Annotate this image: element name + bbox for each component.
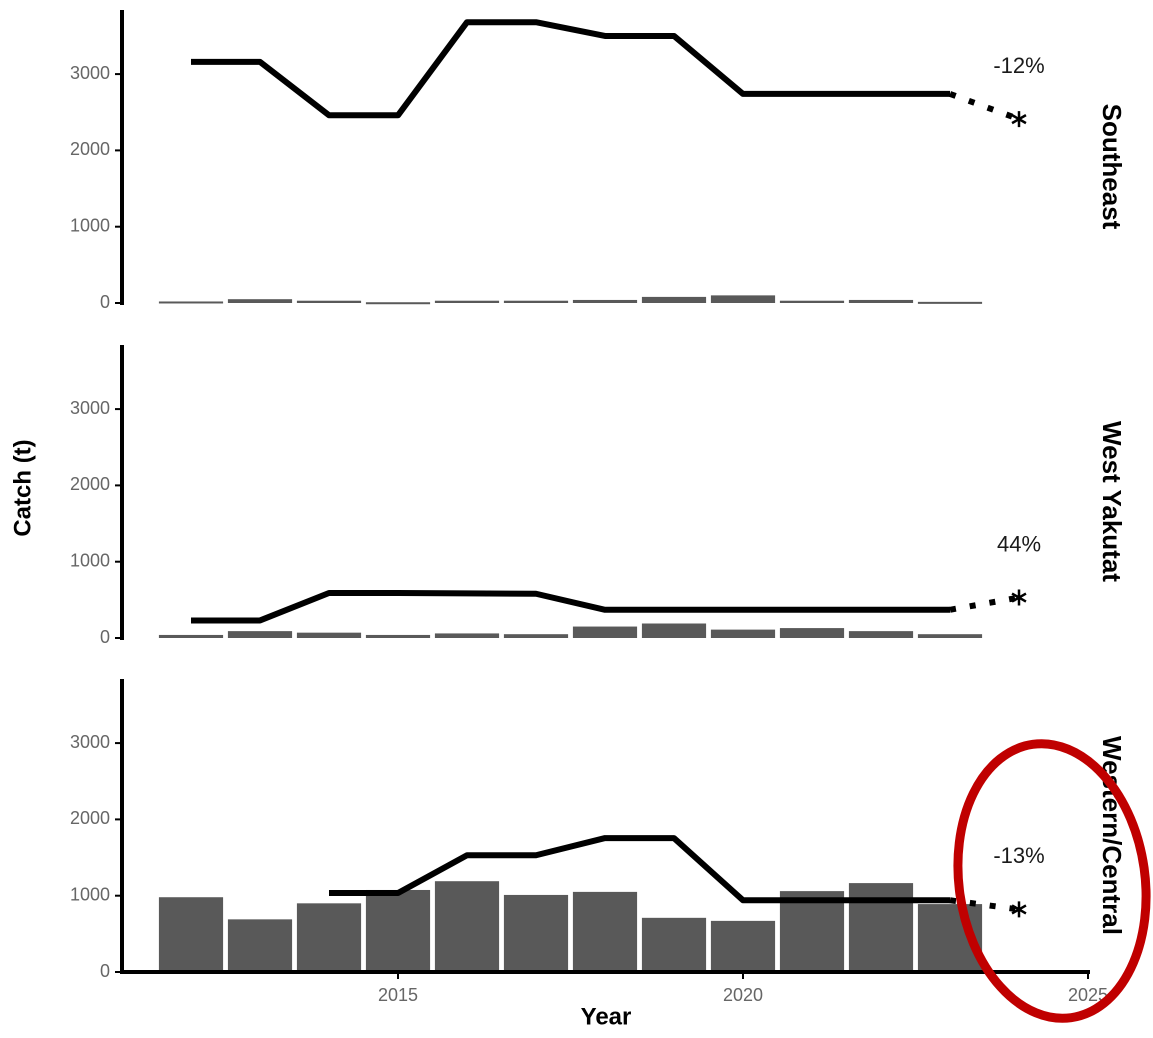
line [191,589,950,624]
bar [434,300,500,303]
bar [227,919,293,972]
bar [641,917,707,972]
bar [848,631,914,638]
bar [848,299,914,303]
bar [158,897,224,972]
y-tick-label: 3000 [70,398,110,418]
bar [710,629,776,638]
bar [158,301,224,304]
y-tick-label: 1000 [70,215,110,235]
projection-line [949,594,1020,613]
y-tick-label: 2000 [70,474,110,494]
y-tick-label: 0 [100,961,110,981]
highlight-ellipse [953,739,1151,1023]
bar [641,296,707,303]
y-tick-label: 1000 [70,550,110,570]
bar [503,894,569,972]
bar [296,903,362,972]
y-tick-label: 0 [100,627,110,647]
bar [365,889,431,972]
bar [158,634,224,638]
y-tick-label: 1000 [70,884,110,904]
x-axis-label: Year [581,1003,632,1030]
line [329,835,950,904]
bar [572,626,638,638]
projection-line [948,91,1021,122]
bar [296,632,362,638]
bar [296,300,362,303]
bar [779,891,845,972]
bar [572,299,638,303]
bar [917,634,983,638]
bar [641,623,707,638]
y-tick-label: 0 [100,292,110,312]
x-tick-label: 2020 [723,985,763,1005]
bar [434,881,500,972]
y-tick-label: 3000 [70,732,110,752]
bar [917,301,983,304]
projection-label: 44% [997,531,1041,556]
bar [710,295,776,303]
bar [227,631,293,638]
projection-point [1011,589,1027,606]
bar [365,302,431,305]
facet-title: Western/Central [1097,736,1127,935]
bar [779,628,845,638]
bar [848,883,914,972]
bar [434,633,500,638]
x-tick-label: 2025 [1068,985,1108,1005]
bar [779,300,845,303]
facet-title: Southeast [1097,104,1127,230]
bar [227,299,293,303]
bar [710,920,776,972]
line [191,19,950,119]
projection-point [1011,901,1027,918]
projection-point [1011,111,1027,128]
bar [503,300,569,303]
y-tick-label: 2000 [70,808,110,828]
projection-label: -12% [993,53,1044,78]
bar [503,634,569,638]
projection-label: -13% [993,843,1044,868]
y-tick-label: 2000 [70,139,110,159]
y-axis-label: Catch (t) [9,439,36,536]
facet-title: West Yakutat [1097,421,1127,582]
bar [365,634,431,638]
y-tick-label: 3000 [70,63,110,83]
bar [572,891,638,972]
x-tick-label: 2015 [378,985,418,1005]
